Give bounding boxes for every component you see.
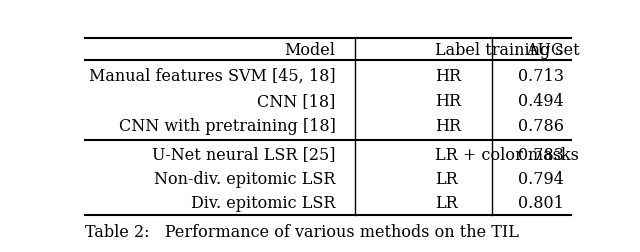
Text: Div. epitomic LSR: Div. epitomic LSR — [191, 195, 335, 211]
Text: Label training set: Label training set — [435, 42, 579, 59]
Text: 0.713: 0.713 — [518, 67, 564, 84]
Text: Manual features SVM [45, 18]: Manual features SVM [45, 18] — [89, 67, 335, 84]
Text: LR + color masks: LR + color masks — [435, 146, 579, 163]
Text: LR: LR — [435, 195, 458, 211]
Text: CNN with pretraining [18]: CNN with pretraining [18] — [118, 118, 335, 135]
Text: Non-div. epitomic LSR: Non-div. epitomic LSR — [154, 170, 335, 187]
Text: U-Net neural LSR [25]: U-Net neural LSR [25] — [152, 146, 335, 163]
Text: HR: HR — [435, 118, 461, 135]
Text: 0.783: 0.783 — [518, 146, 564, 163]
Text: AUC: AUC — [526, 42, 564, 59]
Text: LR: LR — [435, 170, 458, 187]
Text: HR: HR — [435, 67, 461, 84]
Text: 0.801: 0.801 — [518, 195, 564, 211]
Text: 0.794: 0.794 — [518, 170, 564, 187]
Text: Table 2:   Performance of various methods on the TIL: Table 2: Performance of various methods … — [85, 223, 519, 240]
Text: HR: HR — [435, 92, 461, 110]
Text: Model: Model — [284, 42, 335, 59]
Text: CNN [18]: CNN [18] — [257, 92, 335, 110]
Text: 0.786: 0.786 — [518, 118, 564, 135]
Text: 0.494: 0.494 — [518, 92, 564, 110]
